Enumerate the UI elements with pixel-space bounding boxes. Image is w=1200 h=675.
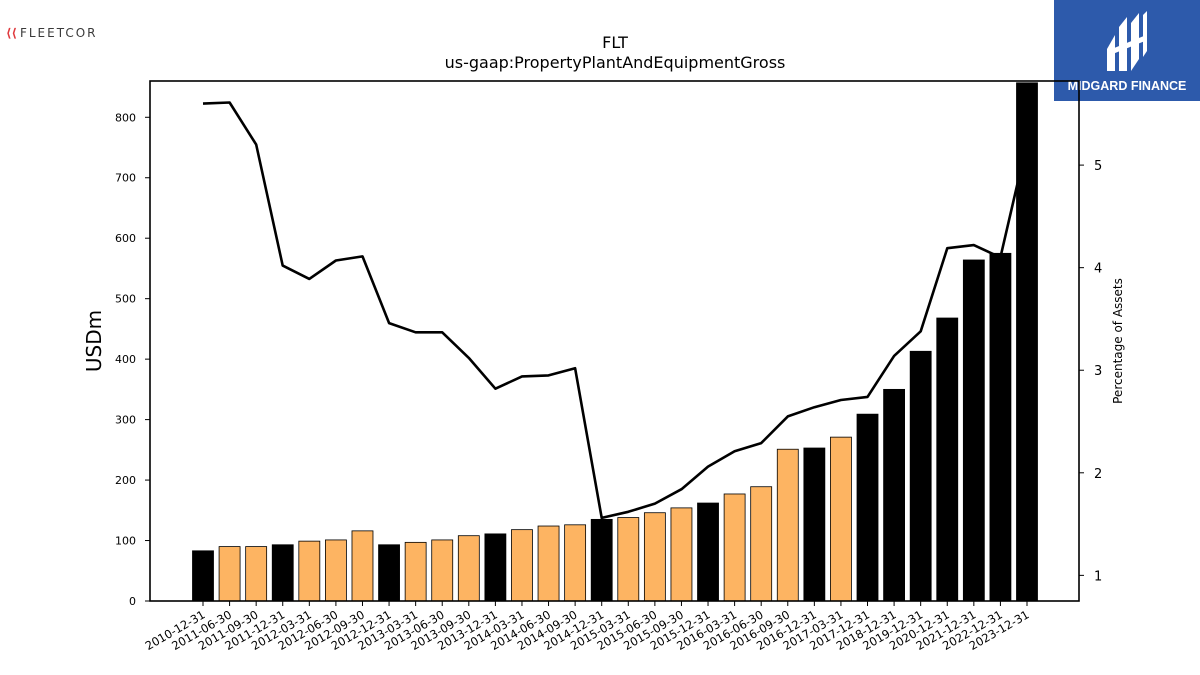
bar [590, 518, 613, 602]
y2-tick-label: 2 [1094, 467, 1102, 482]
bar [697, 502, 719, 602]
bar [457, 535, 480, 602]
y-tick-label: 100 [115, 535, 136, 548]
bar [617, 517, 640, 602]
midgard-finance-logo: MIDGARD FINANCE [1054, 0, 1200, 101]
y2-tick-label: 1 [1094, 569, 1102, 584]
bar [936, 317, 959, 602]
y2-tick-label: 5 [1094, 159, 1102, 174]
fleetcor-logo-mark-icon: ⟨⟨ [6, 26, 17, 40]
bar [192, 550, 214, 602]
chart-subtitle: us-gaap:PropertyPlantAndEquipmentGross [445, 53, 786, 72]
bar [351, 530, 374, 602]
bar [537, 525, 560, 602]
y-tick-label: 600 [115, 232, 136, 245]
bar [643, 512, 666, 602]
bar [962, 259, 985, 602]
midgard-logo-text: MIDGARD FINANCE [1067, 78, 1187, 93]
y-tick-label: 400 [115, 353, 136, 366]
bar [909, 350, 932, 602]
y-axis-label: USDm [82, 310, 106, 372]
bar [670, 507, 693, 602]
percentage-line [202, 101, 1029, 520]
bar [404, 541, 427, 602]
bar [325, 539, 347, 602]
bar [989, 252, 1012, 602]
bar [830, 436, 852, 602]
bar [856, 413, 879, 602]
bar [776, 448, 799, 602]
bar [271, 544, 294, 602]
bar [431, 539, 454, 602]
bar [298, 540, 321, 602]
y-tick-label: 700 [115, 172, 136, 185]
plot-frame [149, 80, 1080, 602]
bar [511, 529, 533, 602]
bar [883, 388, 905, 602]
chart-title: FLT [602, 33, 628, 52]
fleetcor-logo-text: FLEETCOR [19, 26, 98, 40]
y2-tick-label: 4 [1094, 262, 1102, 277]
y-tick-label: 800 [115, 111, 136, 124]
bar [803, 447, 826, 602]
bar [1016, 82, 1038, 602]
bar [564, 524, 587, 602]
y2-axis-label: Percentage of Assets [1111, 278, 1125, 404]
bar [245, 546, 268, 602]
fleetcor-logo: ⟨⟨ FLEETCOR [6, 26, 98, 40]
bar [723, 493, 746, 602]
bar [378, 544, 400, 602]
y-tick-label: 200 [115, 474, 136, 487]
y-tick-label: 0 [129, 595, 136, 608]
y-tick-label: 500 [115, 293, 136, 306]
bar [484, 533, 507, 602]
plot-area: 0100200300400500600700800123452010-12-31… [115, 80, 1102, 653]
midgard-logo-mark-icon [1107, 10, 1147, 71]
bar [218, 546, 241, 602]
y-tick-label: 300 [115, 414, 136, 427]
y2-tick-label: 3 [1094, 364, 1102, 379]
bar [750, 486, 773, 602]
